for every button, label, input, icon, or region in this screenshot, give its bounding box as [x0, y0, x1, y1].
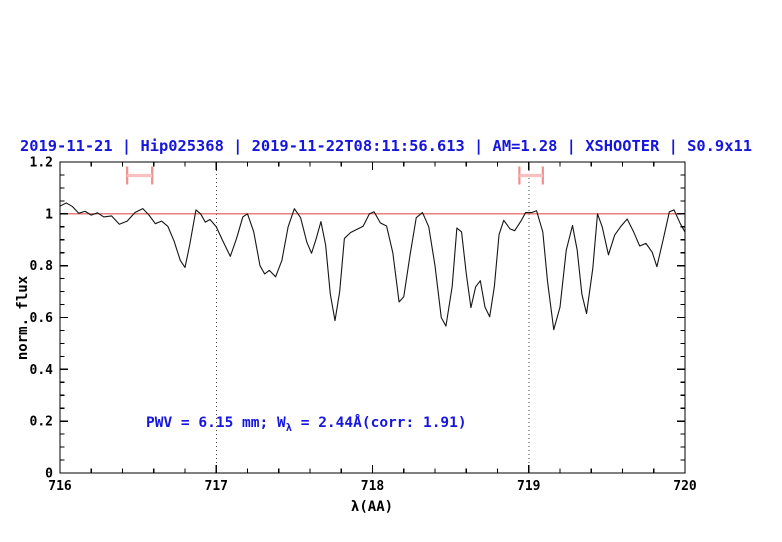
- y-tick-label: 0.8: [30, 259, 54, 274]
- range-markers-group: [126, 166, 544, 185]
- x-axis-label: λ(AA): [351, 499, 393, 515]
- y-tick-label: 0.6: [30, 311, 54, 326]
- pwv-annotation: PWV = 6.15 mm; Wλ = 2.44Å(corr: 1.91): [146, 414, 467, 434]
- y-tick-label: 0.2: [30, 415, 53, 430]
- plot-title: 2019-11-21 | Hip025368 | 2019-11-22T08:1…: [20, 137, 752, 156]
- spectrum-line-group: [59, 202, 686, 331]
- pwv-annotation-subscript: λ: [286, 422, 292, 434]
- spectrum-line: [59, 202, 686, 331]
- axis-ticks-group: [59, 161, 686, 474]
- axis-tick-labels-group: 716 717 718 719 720 0 0.2 0.4 0.6 0.8 1 1.2: [30, 156, 697, 495]
- y-tick-label: 0.4: [30, 363, 54, 378]
- x-tick-label: 717: [205, 479, 228, 494]
- pwv-annotation-post: = 2.44Å(corr: 1.91): [292, 414, 467, 431]
- y-tick-label: 1: [45, 207, 53, 222]
- y-axis-label: norm. flux: [15, 275, 31, 360]
- x-tick-label: 719: [517, 479, 540, 494]
- y-tick-label: 0: [45, 467, 53, 482]
- y-tick-label: 1.2: [30, 156, 53, 171]
- x-tick-label: 720: [673, 479, 697, 494]
- x-tick-label: 718: [361, 479, 385, 494]
- pwv-annotation-pre: PWV = 6.15 mm; W: [146, 415, 286, 431]
- x-tick-label: 716: [48, 479, 72, 494]
- plot-area: [59, 161, 686, 474]
